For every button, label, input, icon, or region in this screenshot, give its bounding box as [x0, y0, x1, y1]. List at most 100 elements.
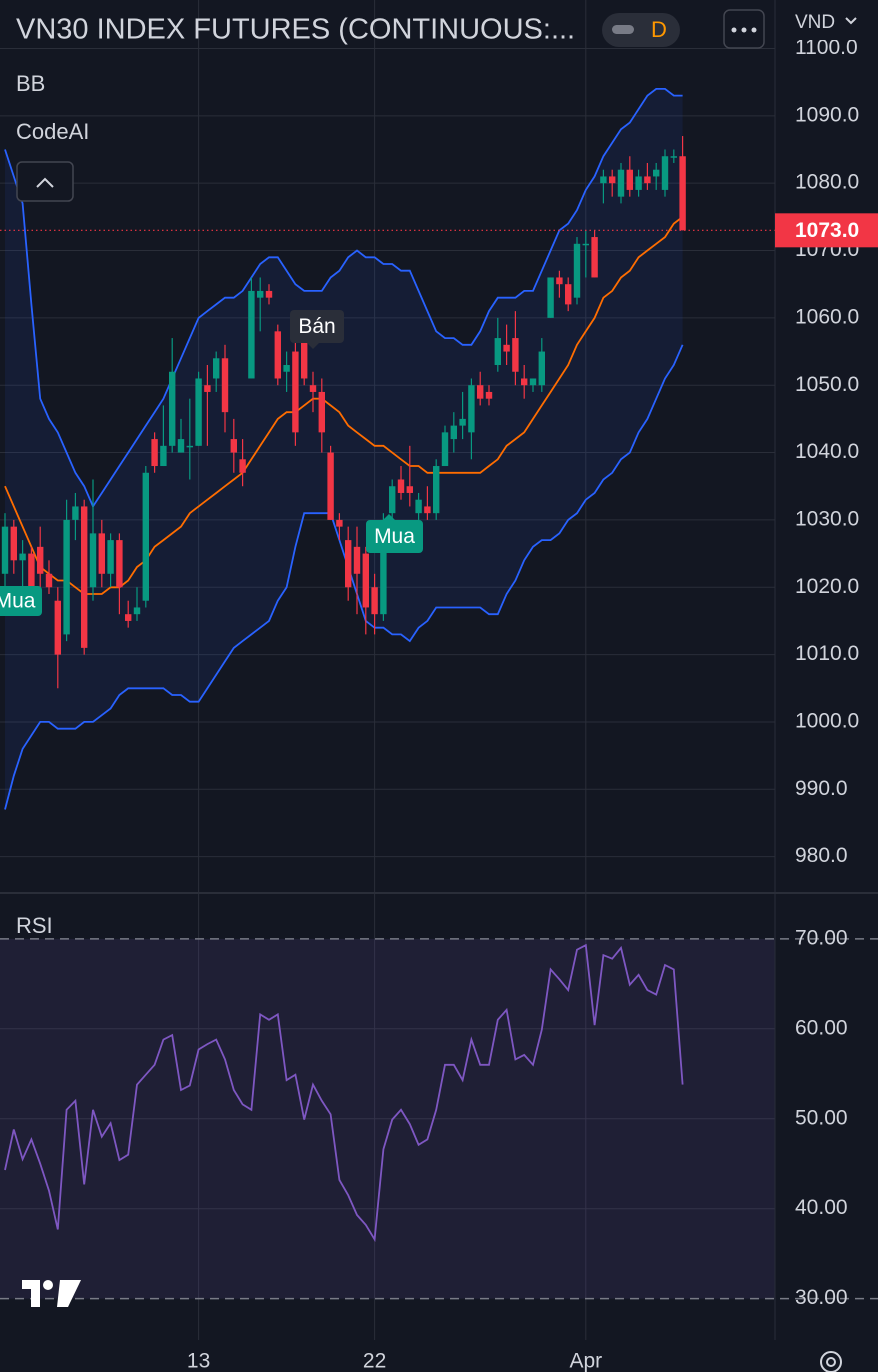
- signal-box: [290, 310, 344, 343]
- indicator-line: [4, 216, 684, 595]
- interval-toggle[interactable]: [602, 13, 680, 47]
- signal-label: Mua: [0, 590, 36, 613]
- x-tick-label: Apr: [569, 1350, 602, 1372]
- signal-pointer: [383, 514, 395, 520]
- candle-body: [265, 290, 273, 298]
- candle-body: [512, 338, 519, 372]
- candle-body: [274, 331, 281, 379]
- candle-body: [81, 506, 88, 648]
- signal-label: Mua: [374, 525, 415, 548]
- x-tick-label: 22: [363, 1350, 386, 1372]
- candle-body: [186, 445, 193, 448]
- candle-body: [195, 378, 202, 446]
- symbol-title: VN30 INDEX FUTURES (CONTINUOUS:...: [16, 14, 575, 46]
- candle-body: [503, 344, 510, 352]
- candle-body: [28, 553, 35, 588]
- y-tick-label: 1060.0: [795, 305, 859, 328]
- rsi-title: RSI: [16, 913, 53, 938]
- candle-body: [19, 553, 26, 561]
- candle-body: [415, 499, 422, 514]
- candle-body: [670, 156, 677, 158]
- candle-body: [133, 607, 141, 615]
- logo-part: [43, 1280, 53, 1290]
- settings-icon[interactable]: [820, 1351, 842, 1372]
- candle-body: [239, 459, 246, 473]
- collapse-button[interactable]: [16, 161, 74, 202]
- candle-body: [177, 439, 185, 453]
- y-tick-label: 40.00: [795, 1196, 848, 1219]
- candle-body: [450, 425, 457, 440]
- candle-body: [63, 519, 70, 635]
- candle-body: [600, 176, 607, 184]
- candle-body: [204, 385, 211, 392]
- signal-pointer: [307, 343, 319, 349]
- candle-body: [353, 546, 361, 574]
- candle-body: [116, 540, 123, 588]
- candle-body: [389, 486, 396, 514]
- candle-body: [661, 156, 669, 190]
- candle-body: [591, 237, 598, 278]
- rsi-band-fill: [0, 938, 775, 1299]
- candle-body: [37, 546, 44, 574]
- candle-body: [635, 176, 642, 190]
- currency-bg: [780, 0, 878, 40]
- candle-body: [565, 284, 572, 305]
- candle-body: [230, 439, 237, 453]
- candle-body: [679, 156, 686, 231]
- y-tick-label: 1080.0: [795, 171, 859, 194]
- candle-body: [653, 169, 660, 177]
- candle-body: [142, 472, 149, 601]
- candle-body: [485, 391, 493, 399]
- candle-body: [283, 365, 290, 372]
- signal-label: Bán: [298, 315, 335, 338]
- candle-body: [547, 277, 554, 318]
- candle-body: [582, 243, 589, 246]
- indicator-label: CodeAI: [16, 119, 89, 144]
- candle-body: [573, 243, 581, 298]
- candle-body: [617, 169, 625, 197]
- gear: [820, 1351, 842, 1372]
- candle-body: [125, 614, 132, 621]
- candle-body: [89, 533, 97, 588]
- candle-body: [292, 351, 299, 433]
- y-tick-label: 1030.0: [795, 507, 859, 530]
- dot: [751, 27, 757, 33]
- last-price-label: 1073.0: [795, 219, 859, 242]
- candle-body: [213, 358, 220, 379]
- candle-body: [468, 385, 475, 433]
- candle-body: [318, 391, 325, 433]
- dot: [741, 27, 747, 33]
- candle-body: [477, 385, 484, 399]
- toggle-icon: [612, 25, 634, 34]
- y-tick-label: 1090.0: [795, 103, 859, 126]
- dot: [731, 27, 737, 33]
- y-tick-label: 1050.0: [795, 373, 859, 396]
- y-tick-label: 30.00: [795, 1286, 848, 1309]
- candle-body: [380, 519, 387, 615]
- candle-body: [609, 176, 616, 184]
- x-tick-label: 13: [187, 1350, 210, 1372]
- chevron: [845, 17, 857, 25]
- currency[interactable]: VND: [795, 12, 835, 33]
- candle-body: [424, 506, 431, 514]
- gear-hole: [826, 1357, 836, 1367]
- candle-body: [441, 432, 449, 467]
- indicator-line: [4, 344, 684, 810]
- y-tick-label: 990.0: [795, 777, 848, 800]
- candle-body: [72, 506, 79, 520]
- y-tick-label: 1010.0: [795, 642, 859, 665]
- candle-body: [160, 445, 167, 467]
- candle-body: [538, 351, 545, 386]
- candle-body: [433, 466, 440, 514]
- y-tick-label: 1040.0: [795, 440, 859, 463]
- candle-body: [45, 573, 53, 588]
- price-pane: Mua Bán Mua: [0, 0, 775, 893]
- candle-body: [1, 526, 9, 574]
- signal-box: [0, 586, 42, 616]
- candle-body: [336, 519, 343, 527]
- last-price-box: [775, 213, 878, 248]
- candle-body: [151, 439, 158, 467]
